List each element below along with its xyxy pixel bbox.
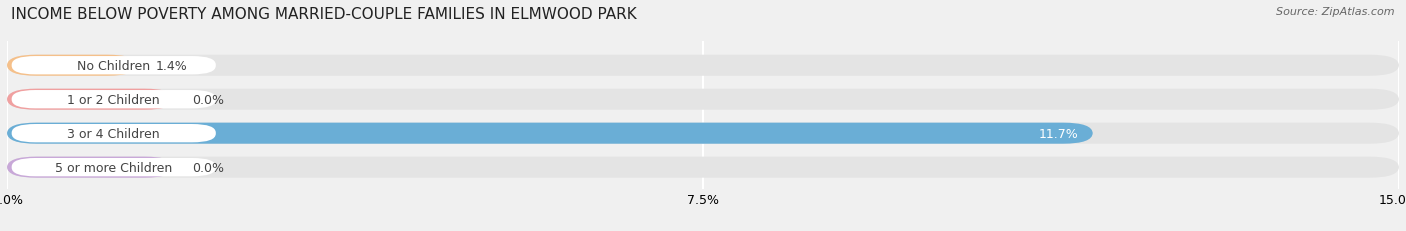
FancyBboxPatch shape	[11, 125, 217, 143]
FancyBboxPatch shape	[11, 57, 217, 75]
FancyBboxPatch shape	[7, 123, 1399, 144]
Text: 5 or more Children: 5 or more Children	[55, 161, 173, 174]
Text: 0.0%: 0.0%	[193, 93, 225, 106]
Text: 3 or 4 Children: 3 or 4 Children	[67, 127, 160, 140]
FancyBboxPatch shape	[7, 55, 1399, 76]
FancyBboxPatch shape	[7, 123, 1092, 144]
Text: 11.7%: 11.7%	[1039, 127, 1078, 140]
Text: No Children: No Children	[77, 59, 150, 72]
Text: 0.0%: 0.0%	[193, 161, 225, 174]
FancyBboxPatch shape	[7, 157, 1399, 178]
Text: 1 or 2 Children: 1 or 2 Children	[67, 93, 160, 106]
FancyBboxPatch shape	[7, 55, 136, 76]
FancyBboxPatch shape	[7, 89, 174, 110]
FancyBboxPatch shape	[7, 157, 174, 178]
Text: 1.4%: 1.4%	[156, 59, 187, 72]
Text: Source: ZipAtlas.com: Source: ZipAtlas.com	[1277, 7, 1395, 17]
FancyBboxPatch shape	[7, 89, 1399, 110]
Text: INCOME BELOW POVERTY AMONG MARRIED-COUPLE FAMILIES IN ELMWOOD PARK: INCOME BELOW POVERTY AMONG MARRIED-COUPL…	[11, 7, 637, 22]
FancyBboxPatch shape	[11, 91, 217, 109]
FancyBboxPatch shape	[11, 158, 217, 176]
